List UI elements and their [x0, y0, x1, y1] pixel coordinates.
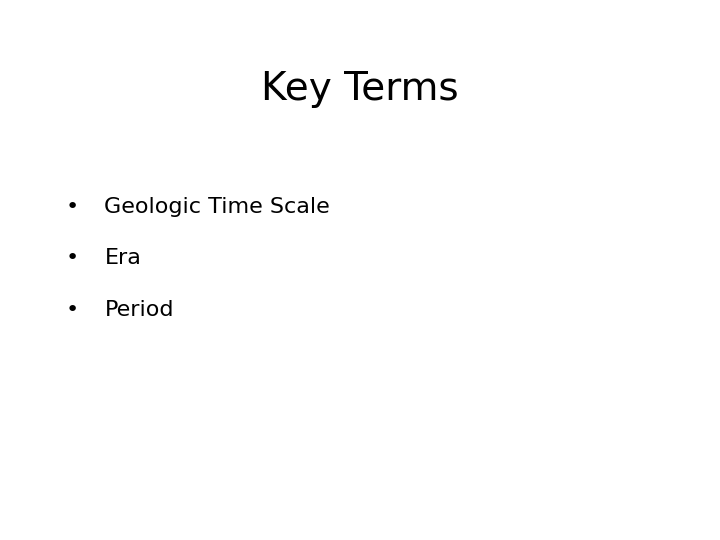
Text: Period: Period [104, 300, 174, 320]
Text: •: • [66, 300, 78, 320]
Text: •: • [66, 197, 78, 217]
Text: Key Terms: Key Terms [261, 70, 459, 108]
Text: Geologic Time Scale: Geologic Time Scale [104, 197, 330, 217]
Text: •: • [66, 248, 78, 268]
Text: Era: Era [104, 248, 141, 268]
